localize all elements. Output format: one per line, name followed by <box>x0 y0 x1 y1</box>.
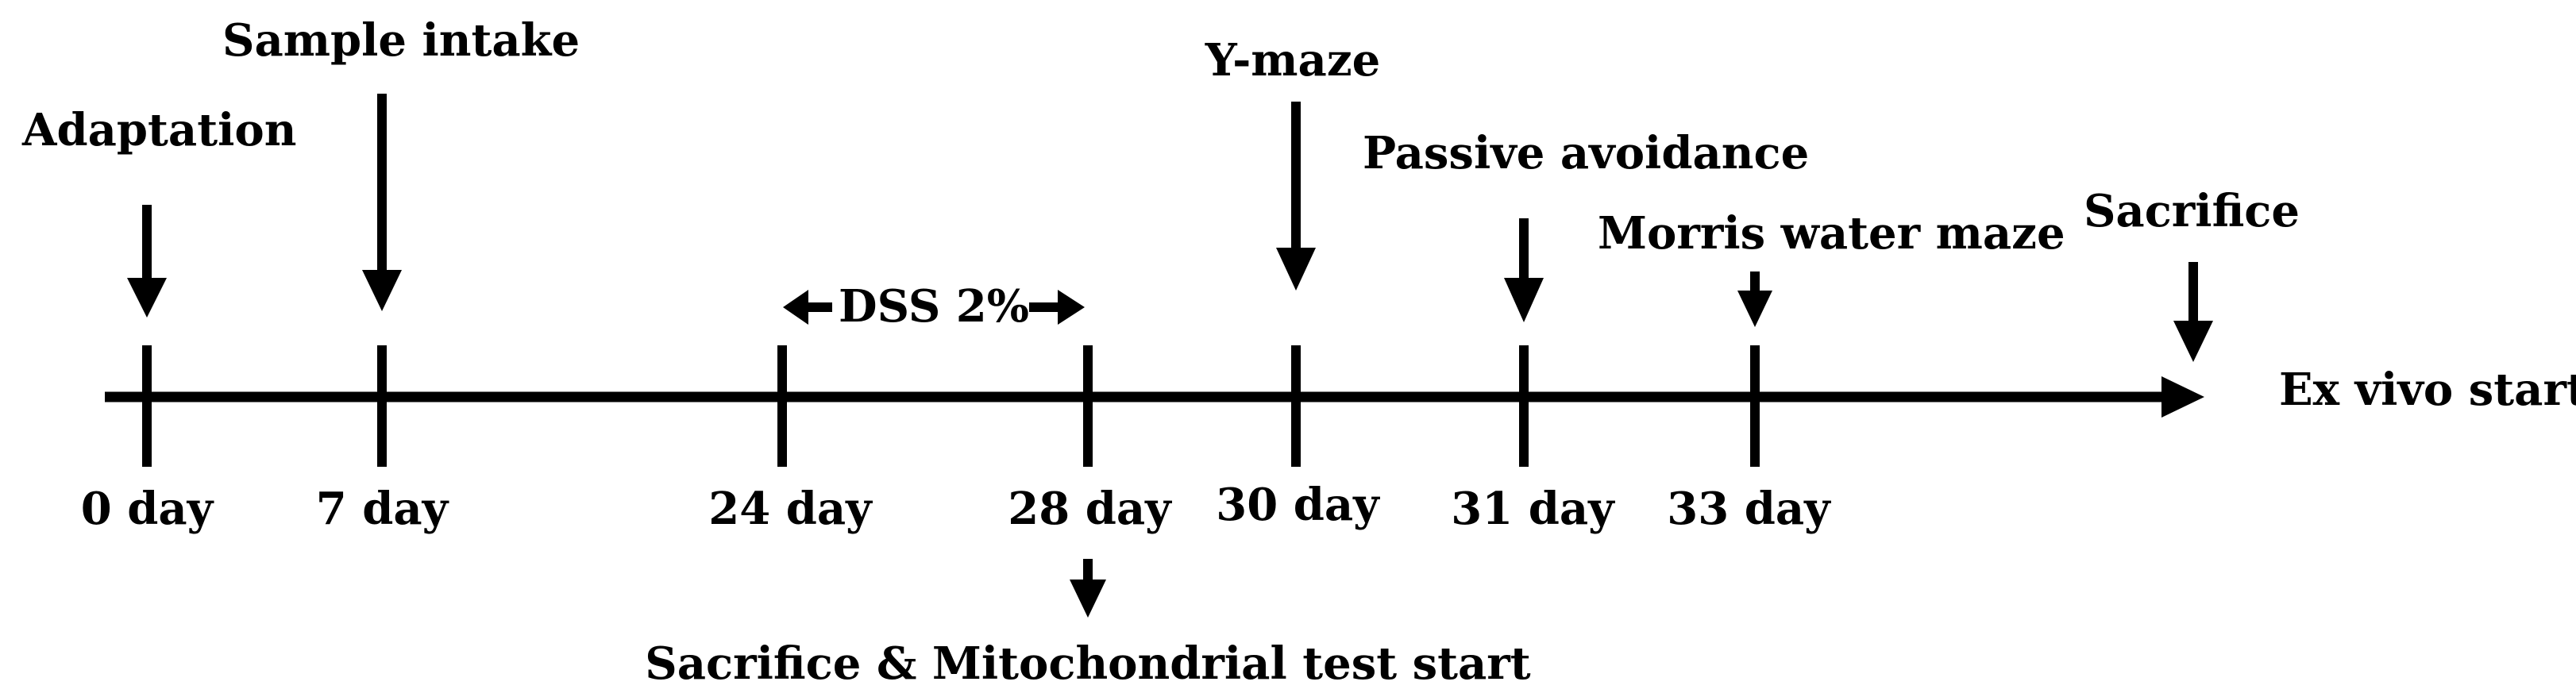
dss-label: DSS 2% <box>839 280 1029 333</box>
event-sample-intake: Sample intake <box>222 14 580 311</box>
morris-water-maze-label: Morris water maze <box>1598 207 2065 260</box>
y-maze-arrow-down-icon <box>1276 248 1316 291</box>
day-label-33: 33 day <box>1667 483 1831 535</box>
dss-arrow-left-icon <box>783 290 808 325</box>
event-passive-avoidance: Passive avoidance <box>1363 127 1809 322</box>
passive-avoidance-arrow-down-icon <box>1504 278 1544 322</box>
event-y-maze: Y-maze <box>1205 34 1381 291</box>
sample-intake-arrow-down-icon <box>362 270 402 311</box>
day-label-24: 24 day <box>708 483 873 535</box>
day-label-0: 0 day <box>81 483 214 535</box>
event-sacrifice-end: Sacrifice <box>2084 185 2300 362</box>
sacrifice-mito-label: Sacrifice & Mitochondrial test start <box>645 637 1531 690</box>
day-label-28: 28 day <box>1008 483 1172 535</box>
sample-intake-label: Sample intake <box>222 14 580 67</box>
sacrifice-mito-arrow-down-icon <box>1070 580 1106 618</box>
ex-vivo-start-label: Ex vivo start <box>2279 364 2576 416</box>
timeline-ticks <box>142 345 1760 467</box>
event-morris-water-maze: Morris water maze <box>1598 207 2065 327</box>
day-labels: 0 day 7 day 24 day 28 day 30 day 31 day … <box>81 479 1831 535</box>
timeline-arrowhead <box>2161 376 2204 418</box>
y-maze-label: Y-maze <box>1205 34 1381 87</box>
passive-avoidance-label: Passive avoidance <box>1363 127 1809 179</box>
morris-water-maze-arrow-down-icon <box>1737 291 1772 327</box>
dss-arrow-right-icon <box>1058 290 1085 325</box>
event-dss: DSS 2% <box>783 280 1085 333</box>
day-label-7: 7 day <box>316 483 449 535</box>
sacrifice-arrow-down-icon <box>2173 321 2213 362</box>
timeline-axis <box>105 376 2204 418</box>
day-label-30: 30 day <box>1216 479 1380 531</box>
adaptation-label: Adaptation <box>21 104 296 156</box>
event-sacrifice-mitochondrial: Sacrifice & Mitochondrial test start <box>645 559 1531 690</box>
sacrifice-label: Sacrifice <box>2084 185 2300 237</box>
adaptation-arrow-down-icon <box>127 278 167 318</box>
event-adaptation: Adaptation <box>21 104 296 318</box>
day-label-31: 31 day <box>1451 483 1615 535</box>
